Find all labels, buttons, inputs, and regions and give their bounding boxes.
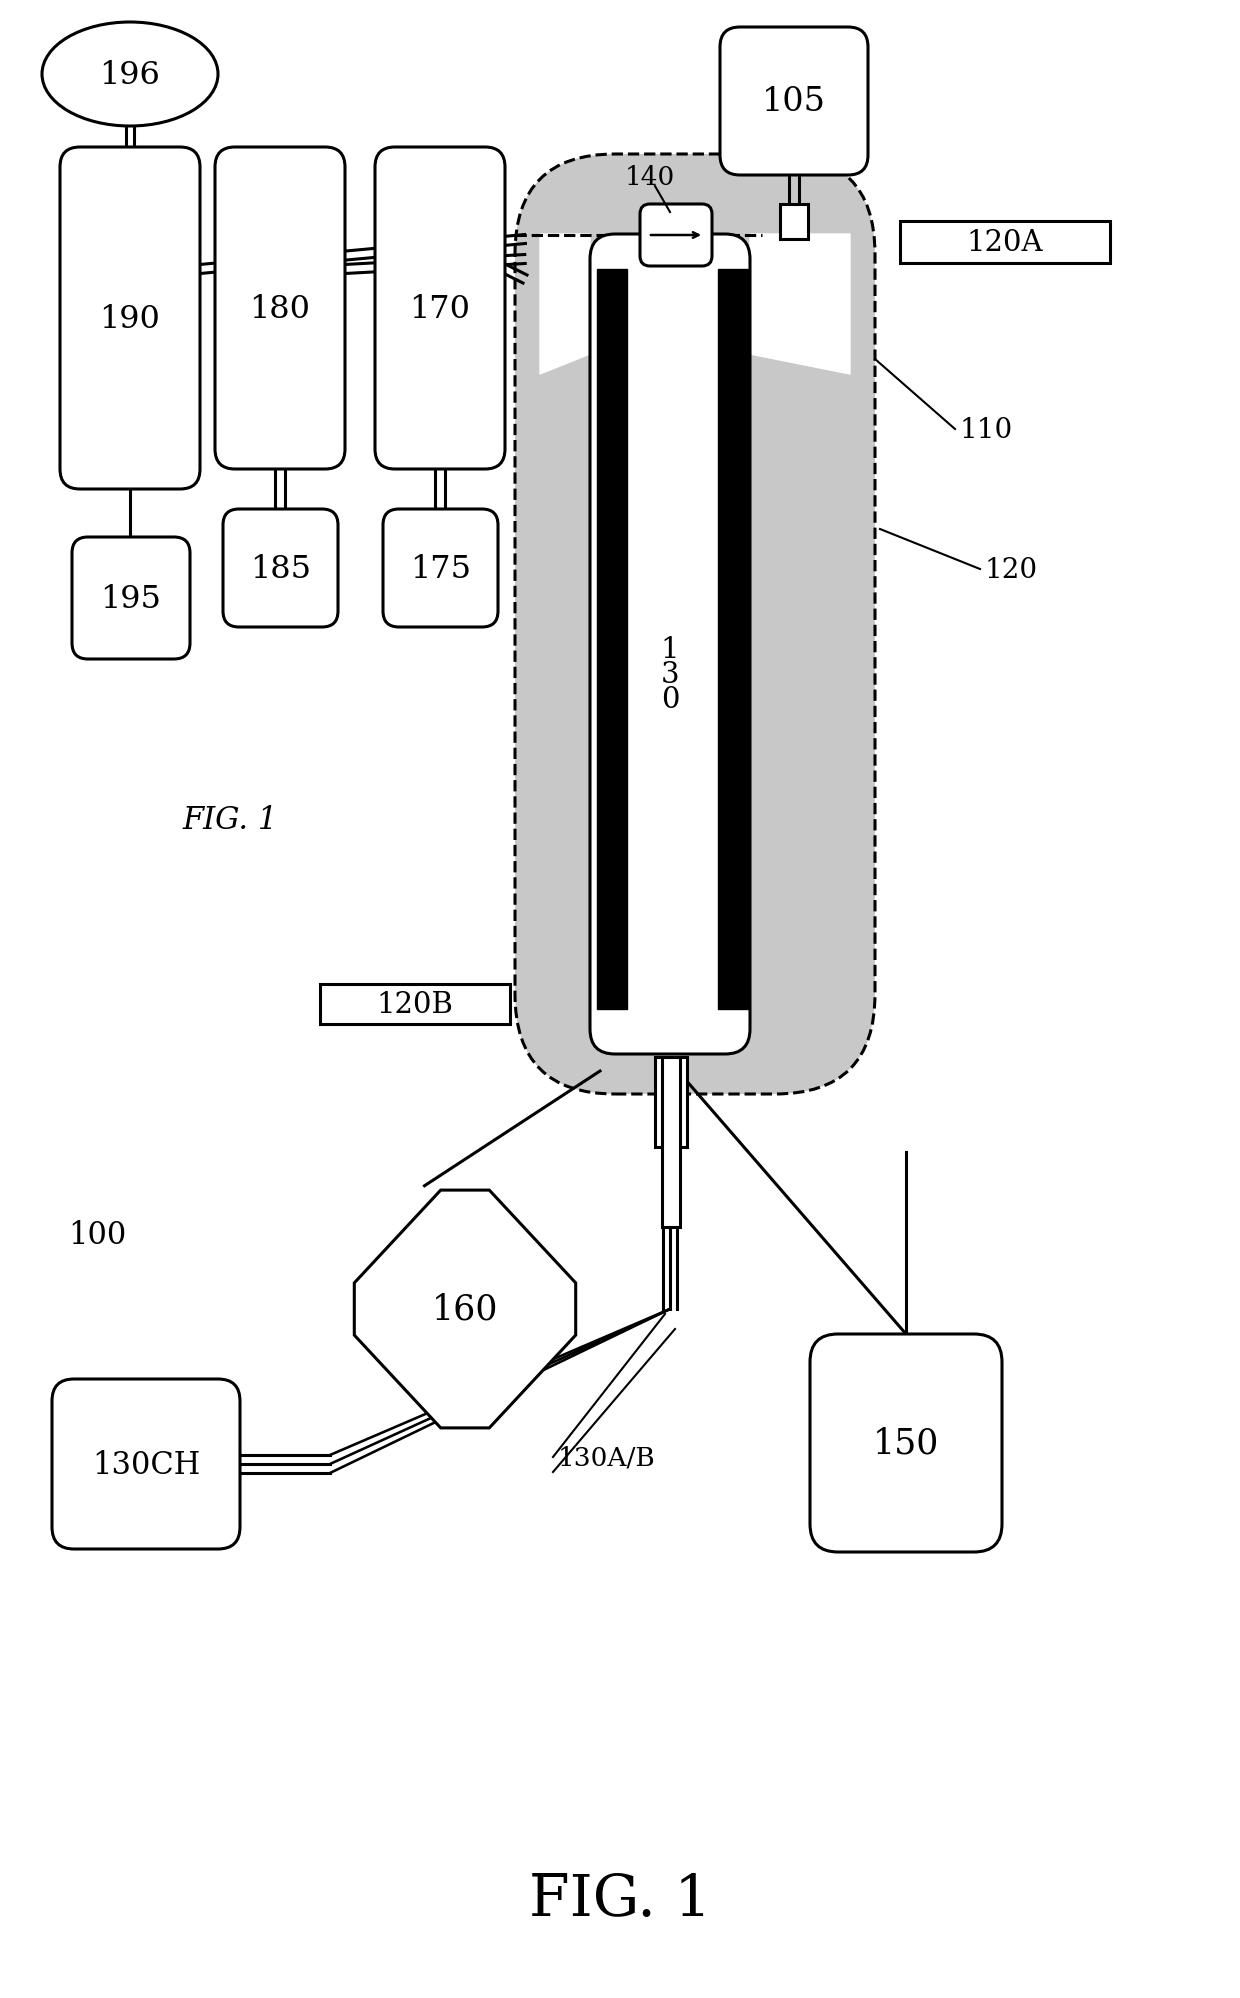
Polygon shape — [355, 1191, 575, 1429]
Bar — [900, 222, 1110, 264]
Text: FIG. 1: FIG. 1 — [182, 803, 278, 835]
Bar — [718, 270, 748, 1009]
Text: 120A: 120A — [967, 230, 1043, 258]
FancyBboxPatch shape — [515, 156, 875, 1095]
Text: 160: 160 — [432, 1293, 498, 1327]
Ellipse shape — [42, 24, 218, 128]
FancyBboxPatch shape — [223, 509, 339, 627]
Text: 100: 100 — [68, 1219, 126, 1251]
Text: 140: 140 — [625, 166, 675, 190]
Polygon shape — [750, 236, 849, 376]
FancyBboxPatch shape — [215, 148, 345, 470]
Bar — [780, 206, 808, 240]
Text: W: W — [719, 308, 746, 332]
Text: 180: 180 — [249, 294, 310, 324]
Text: 185: 185 — [250, 553, 311, 583]
FancyBboxPatch shape — [720, 28, 868, 176]
Polygon shape — [539, 236, 590, 376]
FancyBboxPatch shape — [60, 148, 200, 490]
Text: 105: 105 — [763, 86, 826, 118]
Text: 195: 195 — [100, 583, 161, 613]
Bar — [655, 1057, 687, 1147]
Text: 130CH: 130CH — [92, 1449, 200, 1481]
Text: 175: 175 — [410, 553, 471, 583]
Text: 190: 190 — [99, 304, 160, 334]
FancyBboxPatch shape — [52, 1379, 241, 1548]
Text: 196: 196 — [99, 60, 160, 90]
FancyBboxPatch shape — [590, 236, 750, 1055]
Text: 110: 110 — [960, 416, 1013, 444]
Text: 130A/B: 130A/B — [558, 1445, 656, 1471]
Text: FIG. 1: FIG. 1 — [528, 1870, 712, 1926]
FancyBboxPatch shape — [640, 206, 712, 268]
Bar — [320, 985, 510, 1025]
Text: W: W — [599, 308, 625, 332]
Bar — [662, 1057, 680, 1227]
FancyBboxPatch shape — [72, 537, 190, 659]
Text: 120B: 120B — [377, 991, 454, 1019]
FancyBboxPatch shape — [810, 1335, 1002, 1552]
Bar — [596, 270, 627, 1009]
Text: 120: 120 — [985, 555, 1038, 583]
Text: 1
3
0: 1 3 0 — [661, 635, 680, 713]
Text: 150: 150 — [873, 1427, 939, 1461]
Text: 170: 170 — [409, 294, 470, 324]
FancyBboxPatch shape — [383, 509, 498, 627]
FancyBboxPatch shape — [374, 148, 505, 470]
